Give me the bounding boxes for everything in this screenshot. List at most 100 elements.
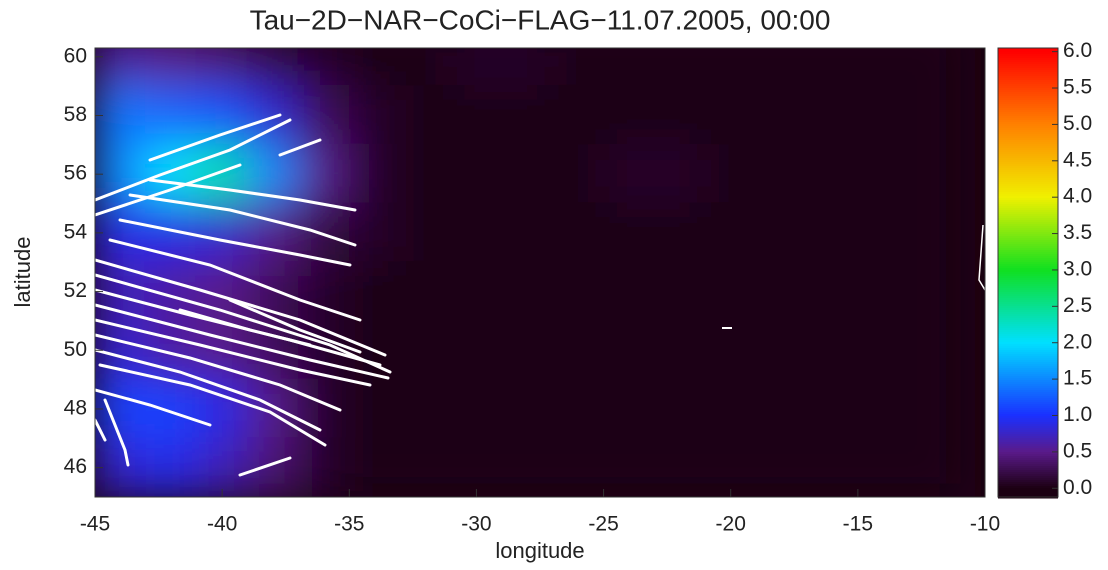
heatmap-cell	[704, 48, 758, 88]
colorbar-strip	[998, 224, 1058, 227]
x-tick-label: -35	[334, 513, 364, 536]
heatmap-cell	[653, 48, 707, 88]
colorbar-strip	[998, 430, 1058, 433]
tracks	[95, 113, 392, 477]
colorbar-strip	[998, 304, 1058, 307]
heatmap-cell	[144, 48, 198, 88]
heatmap-cell	[602, 378, 656, 440]
colorbar-strip	[998, 416, 1058, 419]
colorbar-strip	[998, 128, 1058, 131]
heatmap-cell	[399, 202, 452, 264]
colorbar-strip	[998, 54, 1058, 57]
heatmap-cell	[755, 437, 808, 497]
colorbar-strip	[998, 454, 1058, 457]
colorbar-strip	[998, 252, 1058, 255]
heatmap-cell	[856, 378, 910, 440]
track-fragment	[978, 224, 985, 291]
heatmap-cell	[653, 261, 707, 322]
heatmap-cell	[144, 85, 198, 146]
heatmap-cell	[450, 85, 503, 146]
colorbar-strip	[998, 276, 1058, 279]
colorbar-strip	[998, 350, 1058, 353]
colorbar-strip	[998, 474, 1058, 477]
heatmap-cell	[500, 48, 554, 88]
colorbar-strip	[998, 142, 1058, 145]
colorbar-strip	[998, 80, 1058, 83]
colorbar-strip	[998, 102, 1058, 105]
heatmap-cell	[856, 85, 910, 146]
colorbar-tick-label: 0.0	[1063, 476, 1092, 499]
heatmap-cell	[399, 378, 452, 440]
heatmap-cell	[907, 85, 961, 146]
colorbar-tick-label: 2.5	[1063, 294, 1092, 317]
heatmap-cell	[602, 143, 656, 205]
colorbar-strip	[998, 84, 1058, 87]
colorbar-strip	[998, 204, 1058, 207]
heatmap-cell	[806, 261, 859, 322]
y-axis-label: latitude	[10, 237, 35, 308]
colorbar-strip	[998, 390, 1058, 393]
colorbar-strip	[998, 320, 1058, 323]
colorbar-strip	[998, 126, 1058, 129]
colorbar-strip	[998, 460, 1058, 463]
heatmap-cell	[348, 48, 402, 88]
colorbar-strip	[998, 208, 1058, 211]
colorbar-strip	[998, 216, 1058, 219]
heatmap-cell	[602, 261, 656, 322]
x-axis-label: longitude	[495, 538, 584, 563]
heatmap-cell	[907, 48, 961, 88]
heatmap-cell	[856, 319, 910, 381]
heatmap-cell	[653, 85, 707, 146]
colorbar-strip	[998, 290, 1058, 293]
colorbar-strip	[998, 52, 1058, 55]
colorbar-strip	[998, 122, 1058, 125]
colorbar-strip	[998, 298, 1058, 301]
colorbar-strip	[998, 68, 1058, 71]
colorbar-strip	[998, 468, 1058, 471]
colorbar-strip	[998, 332, 1058, 335]
y-tick-label: 56	[64, 162, 87, 185]
heatmap-cell	[95, 85, 147, 146]
colorbar-strip	[998, 472, 1058, 475]
colorbar-strip	[998, 432, 1058, 435]
heatmap-cells	[95, 48, 961, 497]
heatmap-cell	[653, 378, 707, 440]
colorbar-strip	[998, 94, 1058, 97]
colorbar-strip	[998, 424, 1058, 427]
colorbar-strip	[998, 162, 1058, 165]
x-tick-label: -15	[843, 513, 873, 536]
heatmap-cell	[704, 437, 758, 497]
colorbar-strip	[998, 226, 1058, 229]
x-tick-label: -10	[970, 513, 1000, 536]
colorbar-strip	[998, 346, 1058, 349]
colorbar-strip	[998, 198, 1058, 201]
colorbar-strip	[998, 182, 1058, 185]
colorbar-strip	[998, 172, 1058, 175]
colorbar-strip	[998, 70, 1058, 73]
colorbar-strip	[998, 250, 1058, 253]
x-tick-label: -40	[207, 513, 237, 536]
colorbar-strip	[998, 268, 1058, 271]
colorbar-strip	[998, 230, 1058, 233]
colorbar-strip	[998, 82, 1058, 85]
colorbar-strip	[998, 64, 1058, 67]
colorbar	[998, 48, 1058, 499]
colorbar-strip	[998, 480, 1058, 483]
colorbar-strip	[998, 246, 1058, 249]
colorbar-strip	[998, 156, 1058, 159]
colorbar-strip	[998, 456, 1058, 459]
colorbar-strip	[998, 296, 1058, 299]
colorbar-strip	[998, 380, 1058, 383]
heatmap-cell	[551, 202, 605, 264]
heatmap-cell	[297, 378, 351, 440]
heatmap-cell	[246, 437, 300, 497]
colorbar-strip	[998, 256, 1058, 259]
colorbar-strip	[998, 260, 1058, 263]
colorbar-strip	[998, 286, 1058, 289]
heatmap-cell	[195, 48, 249, 88]
heatmap-cell	[806, 85, 859, 146]
heatmap-cell	[551, 437, 605, 497]
colorbar-strip	[998, 234, 1058, 237]
colorbar-strip	[998, 266, 1058, 269]
